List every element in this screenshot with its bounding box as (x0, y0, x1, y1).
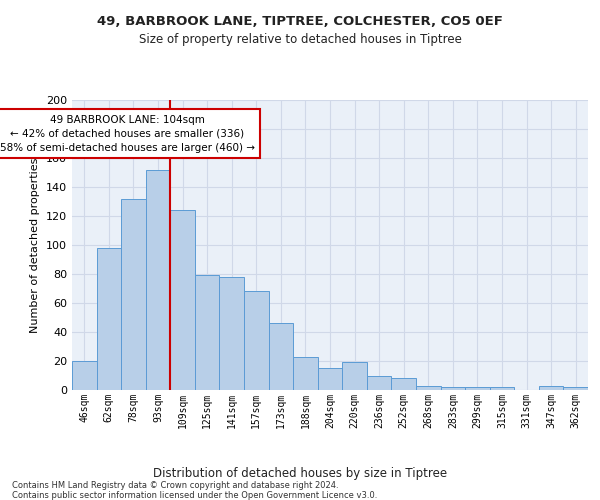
Bar (342, 362, 367, 390)
Text: 49 BARBROOK LANE: 104sqm
← 42% of detached houses are smaller (336)
58% of semi-: 49 BARBROOK LANE: 104sqm ← 42% of detach… (0, 114, 255, 152)
Bar (465, 387, 490, 390)
Bar (170, 210, 195, 390)
Bar (490, 387, 514, 390)
Bar (97, 248, 121, 390)
Bar (121, 198, 146, 390)
Text: Size of property relative to detached houses in Tiptree: Size of property relative to detached ho… (139, 32, 461, 46)
Bar (367, 376, 391, 390)
Bar (440, 387, 465, 390)
Bar (146, 170, 170, 390)
Bar (539, 386, 563, 390)
Text: Contains HM Land Registry data © Crown copyright and database right 2024.: Contains HM Land Registry data © Crown c… (12, 481, 338, 490)
Bar (416, 386, 440, 390)
Text: Contains public sector information licensed under the Open Government Licence v3: Contains public sector information licen… (12, 491, 377, 500)
Bar (244, 292, 269, 390)
Bar (293, 356, 318, 390)
Bar (563, 387, 588, 390)
Bar (220, 277, 244, 390)
Bar (318, 368, 342, 390)
Y-axis label: Number of detached properties: Number of detached properties (31, 158, 40, 332)
Bar (195, 276, 220, 390)
Text: 49, BARBROOK LANE, TIPTREE, COLCHESTER, CO5 0EF: 49, BARBROOK LANE, TIPTREE, COLCHESTER, … (97, 15, 503, 28)
Bar (72, 361, 97, 390)
Bar (391, 378, 416, 390)
Bar (269, 324, 293, 390)
Text: Distribution of detached houses by size in Tiptree: Distribution of detached houses by size … (153, 468, 447, 480)
